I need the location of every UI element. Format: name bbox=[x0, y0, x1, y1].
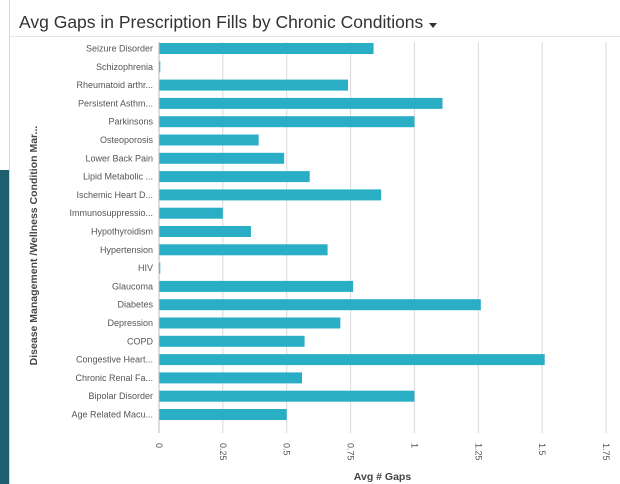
bar[interactable] bbox=[159, 244, 328, 256]
bar[interactable] bbox=[159, 390, 415, 402]
chart-panel: Avg Gaps in Prescription Fills by Chroni… bbox=[9, 0, 620, 484]
bar[interactable] bbox=[159, 262, 161, 274]
y-axis-title: Disease Management /Wellness Condition M… bbox=[28, 126, 40, 366]
bar[interactable] bbox=[159, 189, 382, 201]
category-label: Congestive Heart... bbox=[76, 355, 153, 365]
x-tick-label: 1.25 bbox=[473, 443, 483, 461]
category-label: Depression bbox=[107, 318, 153, 328]
x-tick-label: 0.75 bbox=[346, 443, 356, 461]
bar[interactable] bbox=[159, 409, 287, 420]
x-tick-label: 0 bbox=[154, 443, 164, 448]
category-label: Age Related Macu... bbox=[71, 410, 153, 420]
bar[interactable] bbox=[159, 43, 374, 54]
x-tick-label: 1 bbox=[409, 443, 419, 448]
category-label: Diabetes bbox=[117, 300, 153, 310]
category-label: Hypothyroidism bbox=[91, 227, 153, 237]
x-axis-title: Avg # Gaps bbox=[354, 471, 412, 483]
header-divider bbox=[10, 36, 620, 37]
bar[interactable] bbox=[159, 97, 443, 109]
x-tick-labels: 0 0.25 0.5 0.75 1 1.25 1.5 1.75 bbox=[154, 443, 611, 461]
category-label: Glaucoma bbox=[112, 281, 153, 291]
category-label: Seizure Disorder bbox=[86, 44, 153, 54]
bar[interactable] bbox=[159, 79, 349, 91]
bar[interactable] bbox=[159, 317, 341, 329]
x-tick-label: 0.5 bbox=[282, 443, 292, 456]
category-label: Osteoporosis bbox=[100, 135, 154, 145]
category-label: Bipolar Disorder bbox=[88, 391, 153, 401]
x-tick-label: 0.25 bbox=[218, 443, 228, 461]
category-label: Chronic Renal Fa... bbox=[75, 373, 153, 383]
caret-down-icon[interactable] bbox=[429, 22, 438, 28]
bar[interactable] bbox=[159, 299, 481, 311]
x-tick-label: 1.75 bbox=[601, 443, 611, 461]
bar[interactable] bbox=[159, 152, 285, 164]
category-label: Immunosuppressio... bbox=[69, 208, 153, 218]
category-label: COPD bbox=[127, 336, 154, 346]
category-label: Lipid Metabolic ... bbox=[83, 172, 153, 182]
bar[interactable] bbox=[159, 372, 303, 384]
category-label: HIV bbox=[138, 263, 153, 273]
category-label: Parkinsons bbox=[108, 117, 153, 127]
category-labels: Seizure Disorder Schizophrenia Rheumatoid … bbox=[69, 44, 153, 420]
category-label: Lower Back Pain bbox=[85, 153, 153, 163]
bar[interactable] bbox=[159, 280, 354, 292]
bar[interactable] bbox=[159, 354, 545, 366]
category-label: Ischemic Heart D... bbox=[76, 190, 153, 200]
chart-header[interactable]: Avg Gaps in Prescription Fills by Chroni… bbox=[19, 8, 439, 36]
category-label: Schizophrenia bbox=[96, 62, 153, 72]
bar[interactable] bbox=[159, 335, 305, 347]
bar[interactable] bbox=[159, 171, 310, 183]
bars bbox=[159, 43, 545, 420]
category-label: Rheumatoid arthr... bbox=[76, 80, 153, 90]
bar[interactable] bbox=[159, 226, 251, 237]
category-label: Persistent Asthm... bbox=[78, 98, 153, 108]
category-label: Hypertension bbox=[100, 245, 153, 255]
bar[interactable] bbox=[159, 61, 161, 73]
x-tick-label: 1.5 bbox=[537, 443, 547, 456]
chart-title: Avg Gaps in Prescription Fills by Chroni… bbox=[19, 11, 424, 32]
left-accent-strip bbox=[0, 170, 9, 484]
bar[interactable] bbox=[159, 116, 415, 128]
bar[interactable] bbox=[159, 134, 259, 146]
bar-chart: Seizure Disorder Schizophrenia Rheumatoid … bbox=[28, 42, 611, 483]
bar[interactable] bbox=[159, 207, 223, 219]
